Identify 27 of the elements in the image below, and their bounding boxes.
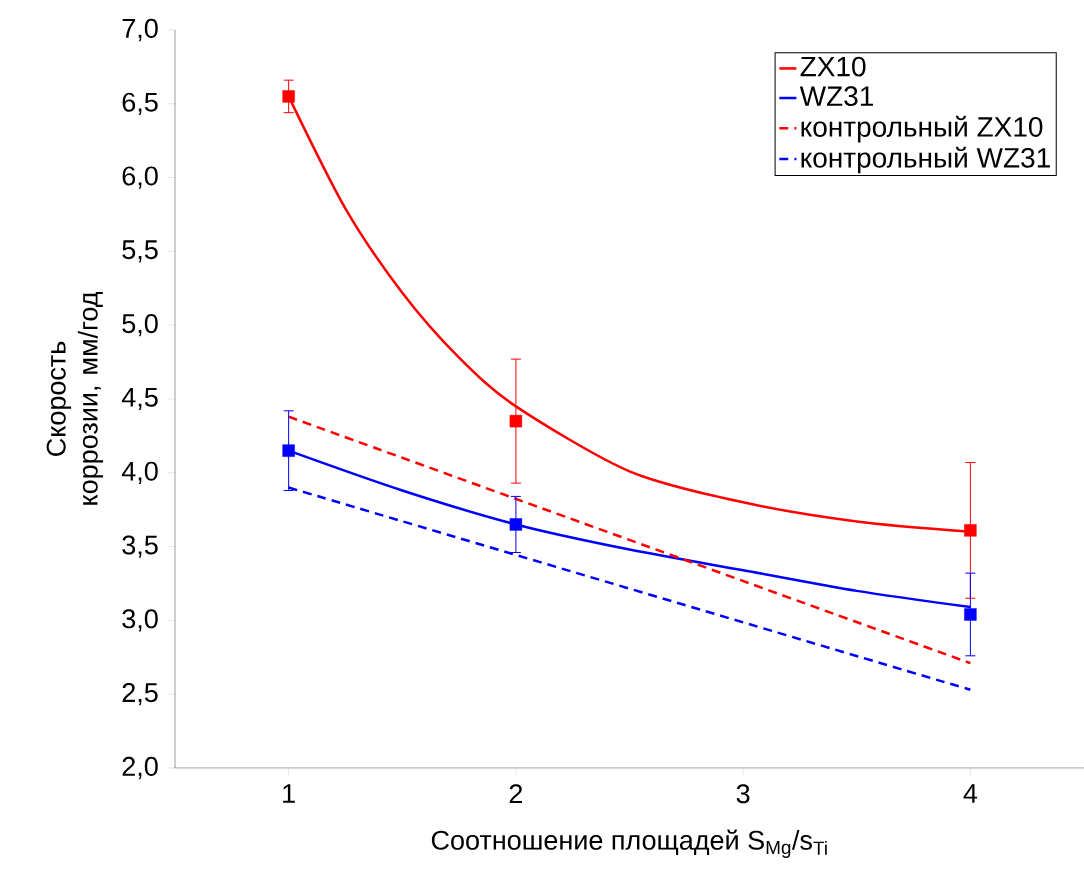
x-axis-title: Соотношение площадей S$_{Mg}$/s$_{Ti}$	[431, 829, 827, 858]
point	[282, 444, 295, 457]
point	[282, 90, 295, 103]
y-tick-label: 3,0	[122, 609, 158, 632]
x-tick-label: 3	[736, 784, 750, 804]
y-tick-label: 6,5	[122, 92, 158, 115]
y-tick-label: 3,5	[122, 535, 158, 558]
y-tick-label: 7,0	[122, 18, 158, 42]
legend-label: WZ31	[799, 86, 873, 107]
point	[509, 518, 523, 531]
legend-label: ZX10	[800, 56, 866, 77]
point	[964, 524, 977, 537]
y-axis-title: Скорость коррозии, мм/год	[46, 291, 104, 505]
y-tick-label: 2,0	[122, 756, 158, 780]
x-tick-label: 1	[283, 784, 295, 803]
y-tick-label: 2,5	[122, 683, 158, 706]
y-tick-label: 5,0	[122, 314, 158, 337]
legend-label: контрольный ZX10	[801, 115, 1043, 143]
x-tick-label: 4	[963, 784, 978, 803]
y-tick-label: 6,0	[122, 166, 158, 189]
y-tick-label: 4,0	[121, 461, 158, 484]
y-tick-label: 4,5	[121, 387, 158, 410]
legend-label: контрольный WZ31	[801, 146, 1050, 174]
x-tick-label: 2	[509, 784, 523, 804]
point	[964, 608, 977, 621]
y-tick-label: 5,5	[122, 240, 158, 263]
point	[509, 414, 523, 428]
